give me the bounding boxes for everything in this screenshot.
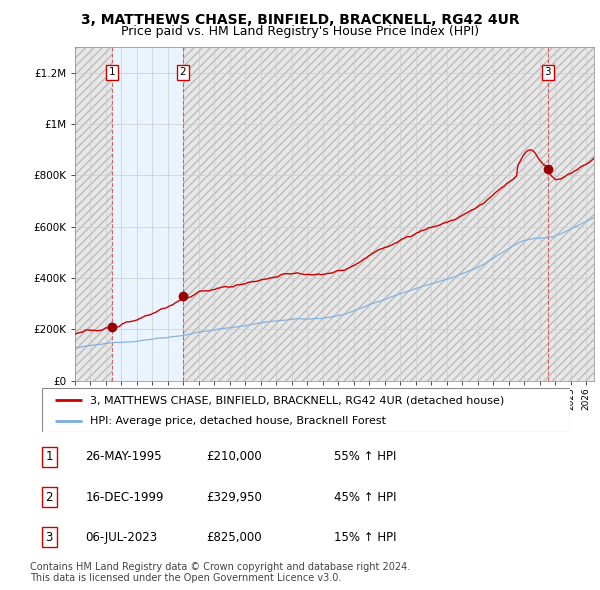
Text: 15% ↑ HPI: 15% ↑ HPI [334,531,396,544]
Bar [548,47,594,381]
Text: 1: 1 [46,450,53,463]
Text: HPI: Average price, detached house, Bracknell Forest: HPI: Average price, detached house, Brac… [89,416,386,426]
Bar [112,47,183,381]
Text: 2: 2 [46,490,53,504]
Text: 3: 3 [544,67,551,77]
Text: 26-MAY-1995: 26-MAY-1995 [85,450,162,463]
Text: £329,950: £329,950 [206,490,263,504]
Text: 16-DEC-1999: 16-DEC-1999 [85,490,164,504]
Text: 3, MATTHEWS CHASE, BINFIELD, BRACKNELL, RG42 4UR: 3, MATTHEWS CHASE, BINFIELD, BRACKNELL, … [80,13,520,27]
Text: 2: 2 [179,67,186,77]
Text: £825,000: £825,000 [206,531,262,544]
Text: £210,000: £210,000 [206,450,262,463]
Text: 3, MATTHEWS CHASE, BINFIELD, BRACKNELL, RG42 4UR (detached house): 3, MATTHEWS CHASE, BINFIELD, BRACKNELL, … [89,395,504,405]
Text: 06-JUL-2023: 06-JUL-2023 [85,531,157,544]
Text: 1: 1 [109,67,115,77]
Text: Price paid vs. HM Land Registry's House Price Index (HPI): Price paid vs. HM Land Registry's House … [121,25,479,38]
Bar [75,47,112,381]
Text: 45% ↑ HPI: 45% ↑ HPI [334,490,396,504]
Text: 3: 3 [46,531,53,544]
Bar [183,47,548,381]
Text: 55% ↑ HPI: 55% ↑ HPI [334,450,396,463]
Text: Contains HM Land Registry data © Crown copyright and database right 2024.
This d: Contains HM Land Registry data © Crown c… [30,562,410,584]
